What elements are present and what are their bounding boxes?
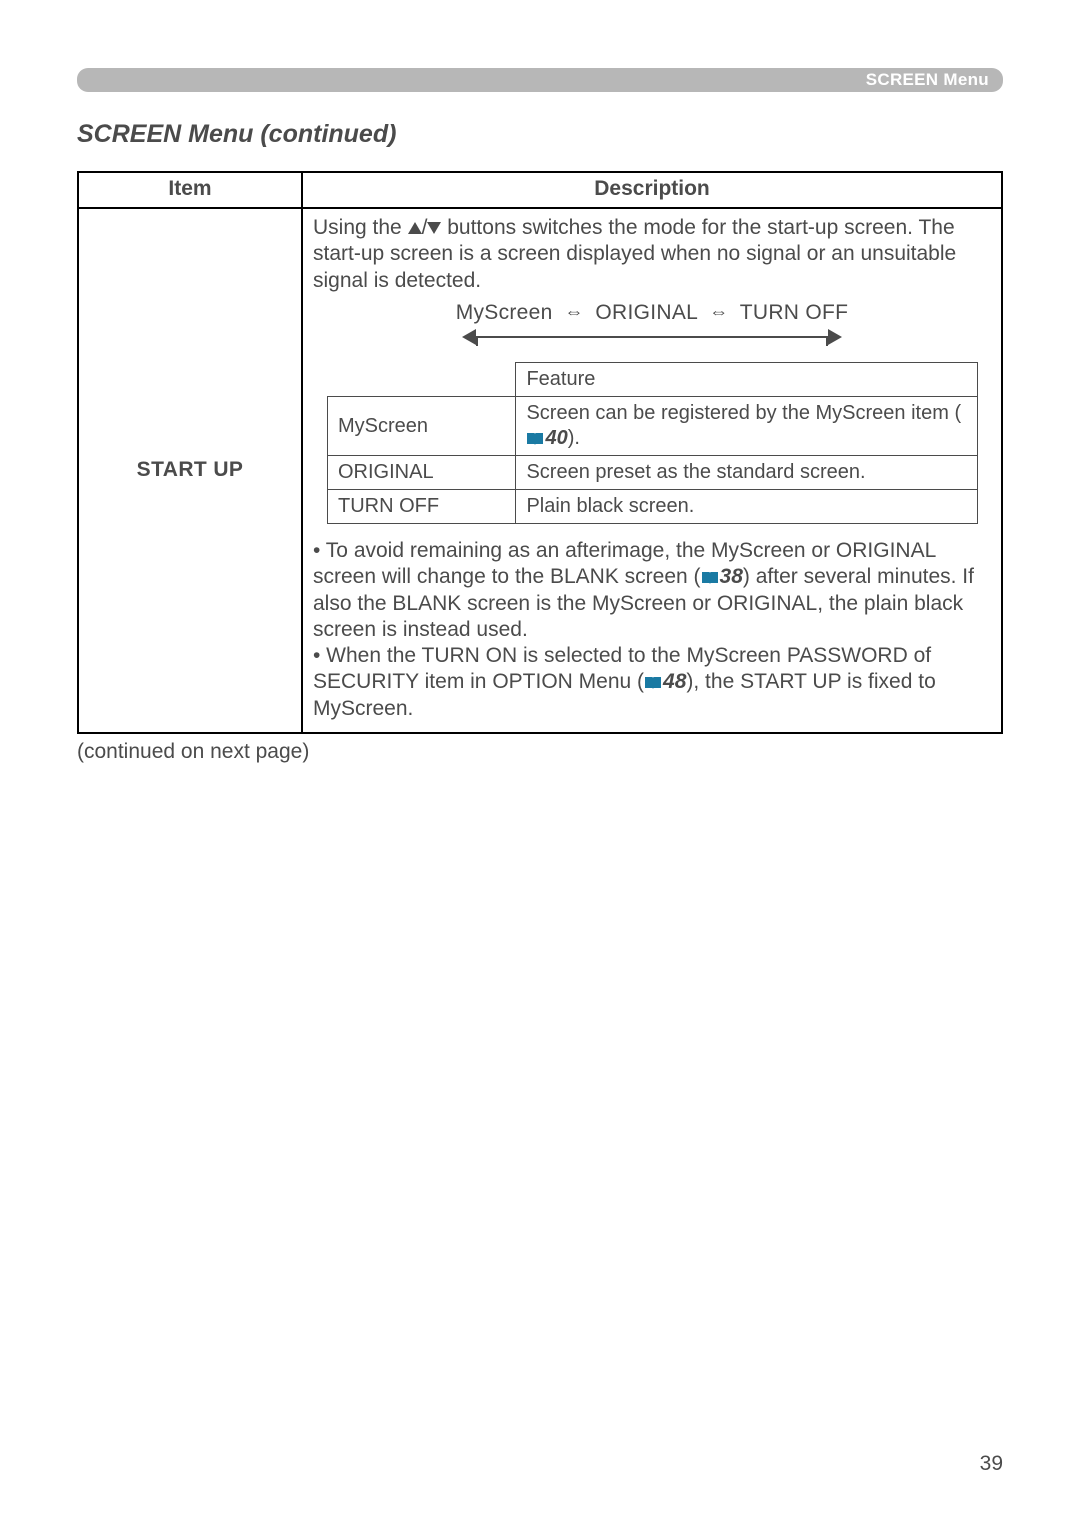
book-icon [701, 571, 719, 585]
feature-name: TURN OFF [328, 490, 516, 524]
description-cell-startup: Using the / buttons switches the mode fo… [302, 208, 1002, 733]
feature-desc: Plain black screen. [516, 490, 977, 524]
book-icon [526, 432, 544, 446]
double-arrow-icon: ⇔ [559, 301, 589, 325]
screen-menu-table: Item Description START UP Using the / bu… [77, 171, 1003, 734]
feature-desc-post: ). [568, 427, 580, 449]
options-cycle: MyScreen ⇔ ORIGINAL ⇔ TURN OFF [313, 300, 991, 326]
page-header-bar: SCREEN Menu [77, 68, 1003, 92]
page-ref: 40 [545, 427, 567, 449]
feature-table: Feature MyScreen Screen can be registere… [327, 362, 978, 524]
option-c: TURN OFF [740, 301, 849, 324]
intro-part1: Using the [313, 216, 408, 239]
feature-row: MyScreen Screen can be registered by the… [328, 397, 978, 456]
table-row: START UP Using the / buttons switches th… [78, 208, 1002, 733]
arrow-left-icon [462, 329, 476, 345]
item-cell-startup: START UP [78, 208, 302, 733]
triangle-up-icon [408, 222, 422, 234]
feature-desc: Screen preset as the standard screen. [516, 456, 977, 490]
book-icon [644, 676, 662, 690]
option-b: ORIGINAL [595, 301, 697, 324]
section-title: SCREEN Menu (continued) [77, 120, 1003, 149]
page-ref: 48 [663, 670, 686, 693]
intro-text: Using the / buttons switches the mode fo… [313, 215, 991, 294]
intro-part2: buttons switches the mode for the start-… [441, 216, 913, 239]
feature-desc-pre: Screen can be registered by the MyScreen… [526, 402, 961, 424]
page-ref: 38 [720, 565, 743, 588]
arrow-right-icon [828, 329, 842, 345]
table-header-item: Item [78, 172, 302, 208]
cycle-return-arrow [462, 328, 842, 348]
double-arrow-icon: ⇔ [704, 301, 734, 325]
page-number: 39 [980, 1452, 1003, 1476]
feature-row: TURN OFF Plain black screen. [328, 490, 978, 524]
note-1: • To avoid remaining as an afterimage, t… [313, 538, 991, 643]
note-2: • When the TURN ON is selected to the My… [313, 643, 991, 722]
feature-table-header: Feature [516, 363, 977, 397]
feature-table-empty-header [328, 363, 516, 397]
page-header-label: SCREEN Menu [866, 70, 989, 90]
feature-name: MyScreen [328, 397, 516, 456]
feature-name: ORIGINAL [328, 456, 516, 490]
table-header-description: Description [302, 172, 1002, 208]
triangle-down-icon [427, 222, 441, 234]
feature-row: ORIGINAL Screen preset as the standard s… [328, 456, 978, 490]
feature-desc: Screen can be registered by the MyScreen… [516, 397, 977, 456]
notes-block: • To avoid remaining as an afterimage, t… [313, 538, 991, 722]
continued-note: (continued on next page) [77, 740, 1003, 764]
option-a: MyScreen [456, 301, 553, 324]
